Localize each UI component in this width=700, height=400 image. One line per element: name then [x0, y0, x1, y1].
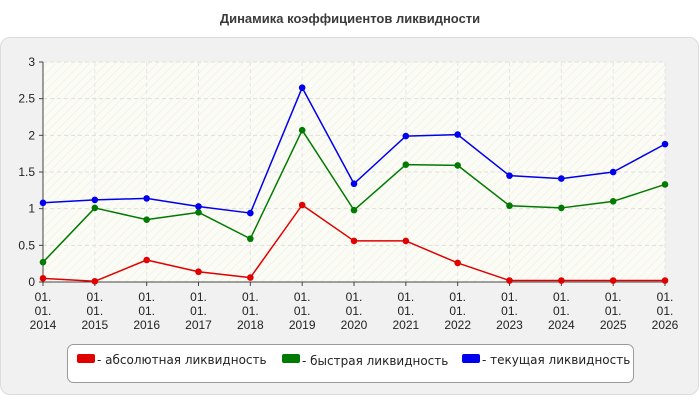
series-point: [609, 168, 617, 176]
x-tick-label: 01. 01. 2020: [341, 290, 368, 332]
series-point: [350, 180, 358, 188]
series-point: [661, 140, 669, 148]
series-point: [298, 126, 306, 134]
chart-title: Динамика коэффициентов ликвидности: [219, 11, 481, 26]
series-point: [195, 209, 202, 216]
series-point: [298, 84, 306, 91]
series-point: [143, 195, 150, 202]
x-tick-label: 01. 01. 2023: [496, 290, 523, 332]
series-point: [298, 201, 306, 209]
y-tick-label: 1: [28, 202, 35, 216]
series-point: [143, 256, 150, 264]
x-tick-label: 01. 01. 2014: [30, 290, 57, 332]
series-point: [506, 172, 513, 179]
series-point: [195, 268, 202, 276]
series-point: [39, 199, 47, 207]
y-tick-label: 1.5: [18, 165, 35, 179]
series-point: [402, 132, 410, 140]
series-point: [454, 162, 461, 169]
series-point: [350, 206, 358, 214]
legend-label: - текущая ликвидность: [482, 353, 630, 367]
series-point: [195, 203, 202, 210]
legend-label: - абсолютная ликвидность: [97, 353, 267, 367]
x-tick-label: 01. 01. 2021: [392, 290, 419, 332]
axes: 0 0.5 1 1.5 2 2.5 3 01. 01. 2014 01. 01. 2015 01. 01. 2…: [18, 55, 678, 332]
series-point: [661, 181, 669, 188]
series-lines: [39, 84, 669, 285]
x-tick-label: 01. 01. 2024: [548, 290, 575, 332]
series-point: [39, 258, 47, 266]
series-point: [247, 209, 254, 217]
x-tick-label: 01. 01. 2019: [289, 290, 316, 332]
x-tick-label: 01. 01. 2016: [133, 290, 160, 332]
y-tick-label: 0: [28, 275, 35, 289]
series-point: [609, 277, 617, 284]
legend-label: - быстрая ликвидность: [302, 354, 448, 368]
series-point: [91, 196, 99, 204]
legend-swatch: [282, 354, 300, 363]
x-tick-label: 01. 01. 2017: [185, 290, 212, 332]
series-point: [402, 237, 410, 245]
x-tick-label: 01. 01. 2022: [444, 290, 471, 332]
legend-swatch: [462, 354, 480, 363]
x-tick-label: 01. 01. 2015: [81, 290, 108, 332]
legend: - абсолютная ликвидность - быстрая ликвид…: [67, 344, 634, 383]
series-point: [661, 277, 669, 284]
series-point: [506, 202, 513, 210]
y-tick-label: 2.5: [18, 92, 35, 106]
y-tick-label: 2: [28, 128, 35, 142]
x-tick-label: 01. 01. 2025: [600, 290, 627, 332]
series-point: [558, 175, 565, 182]
series-point: [247, 235, 254, 243]
series-point: [454, 131, 461, 138]
series-point: [91, 277, 99, 285]
series-point: [506, 277, 513, 284]
x-tick-label: 01. 01. 2026: [652, 290, 679, 332]
series-point: [247, 274, 254, 281]
series-point: [350, 237, 358, 245]
series-point: [91, 204, 99, 212]
series-point: [558, 204, 565, 212]
series-point: [454, 259, 461, 267]
legend-swatch: [77, 354, 95, 363]
series-point: [39, 275, 47, 282]
series-point: [143, 216, 150, 223]
series-point: [402, 161, 410, 168]
x-tick-label: 01. 01. 2018: [237, 290, 264, 332]
series-point: [558, 277, 565, 284]
legend-box: [67, 344, 634, 383]
series-point: [609, 198, 617, 205]
y-tick-label: 0.5: [18, 238, 35, 252]
y-tick-label: 3: [28, 55, 35, 69]
